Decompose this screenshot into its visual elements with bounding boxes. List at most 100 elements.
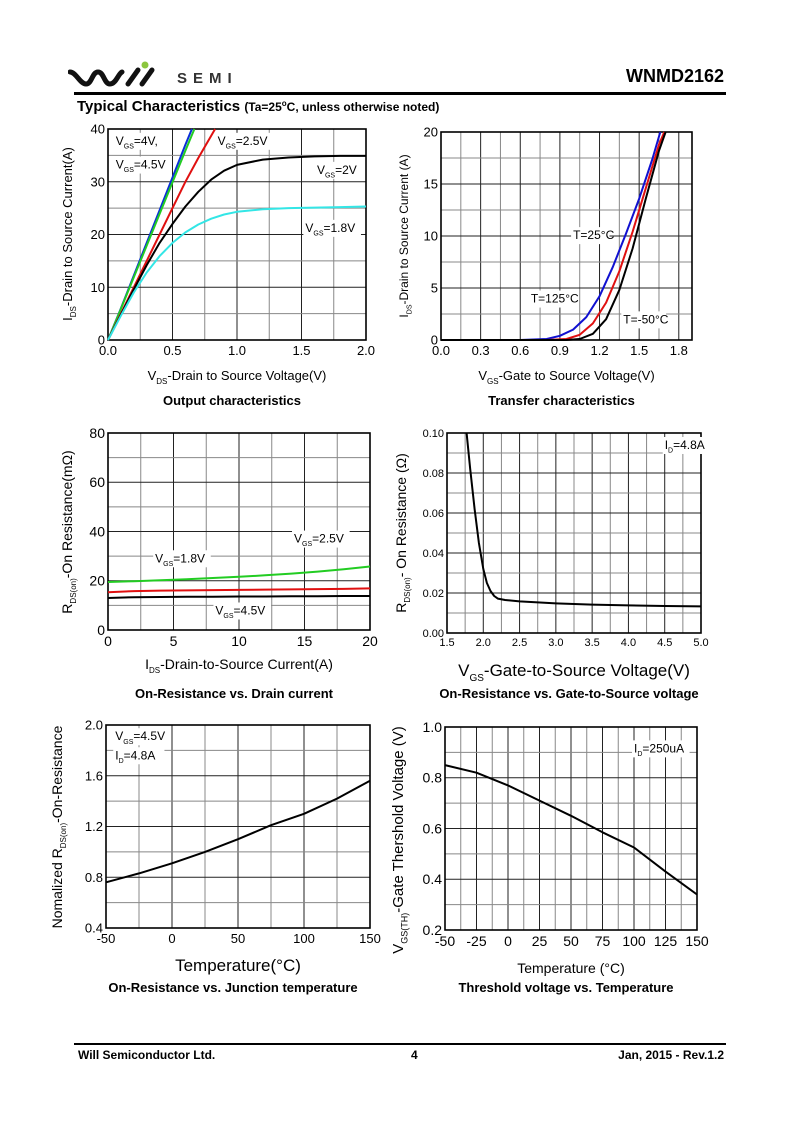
x-tick-label: 25 [532,933,548,949]
annotation-background [113,132,165,150]
x-tick-label: 0.3 [472,343,490,358]
annotation-label: VGS=4V, [116,134,158,151]
x-tick-label: 75 [595,933,611,949]
y-tick-label: 1.6 [85,768,103,783]
y-tick-label: 0.8 [423,770,443,786]
y-tick-label: 10 [91,280,105,295]
x-tick-label: 0.9 [551,343,569,358]
y-tick-label: 60 [89,474,105,490]
y-axis-label: RDS(on)-On Resistance(mΩ) [59,450,78,613]
x-tick-label: 1.0 [228,343,246,358]
section-title: Typical Characteristics (Ta=25oC, unless… [77,98,439,115]
part-number: WNMD2162 [625,66,724,86]
footer-page-number: 4 [411,1048,418,1062]
annotation-background [153,550,211,568]
chart-output: 0.0 0.5 1.0 1.5 2.0 0 10 20 30 40 VGS=4V, VGS=4.5V V… [60,122,375,408]
footer-date-revision: Jan, 2015 - Rev.1.2 [618,1048,724,1062]
annotation-background [113,156,172,174]
annotation-background [292,530,350,548]
x-tick-label: 1.5 [439,637,454,649]
x-tick-label: 10 [231,633,247,649]
y-tick-label: 0.08 [423,468,444,480]
x-tick-label: 15 [297,633,313,649]
chart-title: On-Resistance vs. Gate-to-Source voltage [439,686,698,701]
condition-suffix: C, unless otherwise noted) [286,100,440,114]
x-tick-label: -25 [466,933,486,949]
annotation-background [314,161,360,179]
x-tick-label: 3.5 [584,637,599,649]
annotation-label: VGS=4.5V [215,603,265,620]
section-condition: (Ta=25oC, unless otherwise noted) [244,99,440,114]
y-tick-label: 15 [424,177,438,192]
y-tick-label: 1.0 [423,719,443,735]
x-tick-label: -50 [435,933,455,949]
will-semi-logo-icon [68,61,155,87]
annotation-background [662,437,714,454]
series-line-vgs-4v [107,128,196,341]
series-line-vgs-2-5v [107,587,371,594]
y-tick-label: 30 [91,174,105,189]
x-tick-label: 0 [104,633,112,649]
plot-frame [446,432,702,634]
y-axis-label: VGS(TH)-Gate Thershold Voltage (V) [390,726,410,954]
x-tick-label: 125 [654,933,678,949]
y-tick-label: 0 [431,333,438,348]
series-line-vgs-4-5v-id-4-8a [105,779,371,884]
chart-rds_vs_id: 0 5 10 15 20 0 20 40 60 80 VGS=2.5V VGS=1.8V VGS=4.5… [59,425,378,701]
y-tick-label: 40 [89,523,105,539]
plot-frame [107,128,367,341]
x-tick-label: 50 [231,931,245,946]
x-tick-label: 3.0 [548,637,563,649]
annotation-label: VGS=1.8V [155,551,205,568]
x-tick-label: 2.5 [512,637,527,649]
y-axis-label: RDS(on)- On Resistance (Ω) [393,453,412,613]
chart-title: Transfer characteristics [488,393,635,408]
y-tick-label: 0 [98,333,105,348]
annotation-label: ID=250uA [634,741,684,758]
chart-title: On-Resistance vs. Drain current [135,686,334,701]
y-tick-label: 0.8 [85,870,103,885]
y-tick-label: 0.4 [423,871,443,887]
y-tick-label: 20 [89,573,105,589]
x-tick-label: 100 [293,931,315,946]
footer-divider [74,1043,726,1045]
annotation-label: T=125°C [531,292,579,306]
y-tick-label: 5 [431,281,438,296]
x-axis-label: IDS-Drain-to-Source Current(A) [145,656,333,675]
y-tick-label: 0.02 [423,588,444,600]
x-tick-label: 0.0 [432,343,450,358]
y-tick-label: 80 [89,425,105,441]
annotation-label: T=-50°C [623,312,668,326]
x-tick-label: 1.5 [630,343,648,358]
plot-frame [444,726,698,931]
chart-rds_vs_vgs: 1.5 2.0 2.5 3.0 3.5 4.0 4.5 5.0 0.00 0.02 0.04 0.06… [393,428,714,701]
annotation-label: VGS=4.5V [116,158,166,175]
y-tick-label: 0.00 [423,628,444,640]
x-tick-label: 1.8 [670,343,688,358]
x-tick-label: 0 [168,931,175,946]
annotation-background [621,311,667,329]
x-tick-label: 0.6 [511,343,529,358]
x-tick-label: 0.5 [163,343,181,358]
series-line-vgs-2v [107,154,366,341]
series-line-id-4-8a [465,432,702,608]
series-line-vgs-4-5v [107,595,370,599]
annotation-label: ID=4.8A [115,748,155,765]
annotation-background [213,602,272,620]
annotation-label: VGS=2V [317,163,357,180]
x-tick-label: 1.2 [590,343,608,358]
annotation-label: VGS=1.8V [305,221,355,238]
header-divider [74,92,726,95]
annotation-background [113,728,171,746]
annotation-background [571,227,610,245]
x-axis-label: VDS-Drain to Source Voltage(V) [148,368,327,386]
x-tick-label: -50 [97,931,116,946]
chart-transfer: 0.0 0.3 0.6 0.9 1.2 1.5 1.8 0 5 10 15 20 T=25°C T=125… [397,125,693,408]
x-tick-label: 4.0 [621,637,636,649]
y-tick-label: 40 [91,122,105,137]
series-line-id-250ua [444,764,698,896]
y-tick-label: 1.2 [85,819,103,834]
footer-company: Will Semiconductor Ltd. [78,1048,216,1062]
x-tick-label: 4.5 [657,637,672,649]
